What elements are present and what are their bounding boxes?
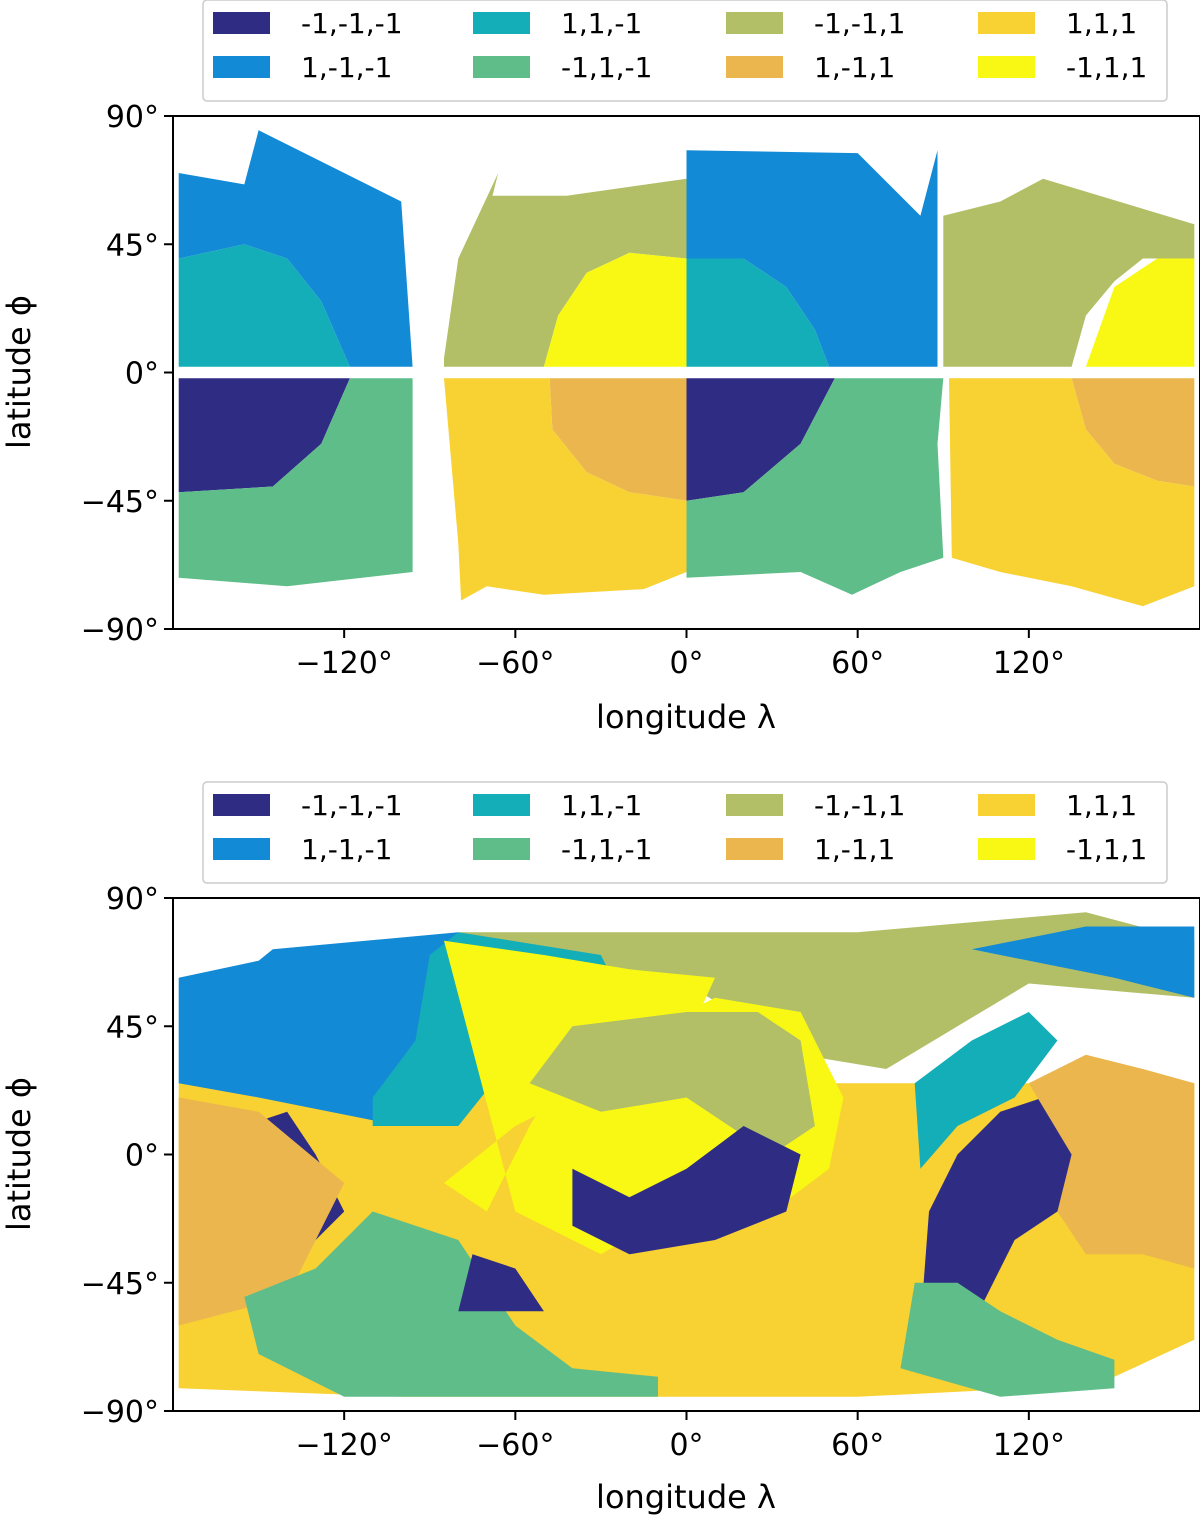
region-1-1-1-centre xyxy=(444,378,687,601)
region-ne-1-m1-m1 xyxy=(971,926,1195,998)
legend-swatch-1-1-m1 xyxy=(473,794,530,816)
x-tick-label: 60° xyxy=(831,1428,884,1463)
legend-swatch-1-m1-1 xyxy=(726,56,783,78)
regions-bottom xyxy=(178,912,1195,1397)
legend-swatch-m1-1-1 xyxy=(978,838,1035,860)
legend-label-1-m1-m1: 1,-1,-1 xyxy=(301,833,392,866)
region-centre-m1-m1-m1 xyxy=(572,1126,801,1255)
legend-label-1-1-1: 1,1,1 xyxy=(1066,789,1137,822)
region-1-m1-1-centre xyxy=(549,378,687,501)
region-1-1-m1-west xyxy=(178,244,350,367)
region-west-1-m1-1 xyxy=(178,1097,345,1326)
region-1-1-1-east xyxy=(949,378,1195,607)
region-south-m1-1-m1 xyxy=(244,1211,659,1397)
y-tick-label: −90° xyxy=(81,613,159,648)
x-tick-label: 120° xyxy=(993,1428,1065,1463)
legend-label-m1-1-1: -1,1,1 xyxy=(1066,833,1147,866)
legend-swatch-1-m1-m1 xyxy=(213,56,270,78)
legend-label-1-m1-1: 1,-1,1 xyxy=(814,51,895,84)
legend-label-m1-m1-m1: -1,-1,-1 xyxy=(301,789,403,822)
y-tick-label: 0° xyxy=(125,1139,159,1174)
legend-top: -1,-1,-1 1,-1,-1 1,1,-1 -1,1,-1 -1,-1,1 1,-1,… xyxy=(202,0,1168,102)
region-1-m1-m1-west xyxy=(178,130,413,367)
legend-label-1-1-m1: 1,1,-1 xyxy=(561,789,642,822)
legend-swatch-m1-1-1 xyxy=(978,56,1035,78)
y-tick-label: 45° xyxy=(106,228,159,263)
legend-label-1-m1-1: 1,-1,1 xyxy=(814,833,895,866)
x-axis-title-bottom: longitude λ xyxy=(596,1478,776,1516)
x-tick-label: 0° xyxy=(669,646,703,681)
chart-bottom-panel: -1,-1,-1 1,-1,-1 1,1,-1 -1,1,-1 -1,-1,1 1,-1,… xyxy=(0,781,1200,1516)
legend-swatch-1-1-1 xyxy=(978,12,1035,34)
region-m1-1-m1-centre xyxy=(686,378,944,595)
x-tick-label: −120° xyxy=(295,1428,392,1463)
legend-swatch-m1-1-m1 xyxy=(473,56,530,78)
legend-label-m1-1-1: -1,1,1 xyxy=(1066,51,1147,84)
y-tick-label: −45° xyxy=(81,485,159,520)
x-tick-label: −60° xyxy=(476,646,554,681)
region-east-m1-m1-m1 xyxy=(920,1097,1086,1326)
region-1-m1-m1-centre xyxy=(686,150,938,367)
y-tick-label: 90° xyxy=(106,882,159,917)
y-ticks-bottom: 90° 45° 0° −45° −90° xyxy=(81,882,173,1430)
regions-top xyxy=(178,130,1195,607)
legend-frame-top xyxy=(202,0,1168,102)
region-m1-1-m1-west xyxy=(178,378,413,587)
legend-label-1-m1-m1: 1,-1,-1 xyxy=(301,51,392,84)
legend-label-m1-m1-1: -1,-1,1 xyxy=(814,789,905,822)
legend-label-m1-m1-m1: -1,-1,-1 xyxy=(301,7,403,40)
region-m1-m1-m1-west xyxy=(178,378,350,493)
x-tick-label: 0° xyxy=(669,1428,703,1463)
region-east-1-m1-1 xyxy=(1028,1054,1195,1269)
legend-label-1-1-m1: 1,1,-1 xyxy=(561,7,642,40)
y-tick-label: 45° xyxy=(106,1010,159,1045)
region-southcentre-m1-m1-m1 xyxy=(458,1254,544,1312)
y-ticks-top: 90° 45° 0° −45° −90° xyxy=(81,100,173,648)
legend-swatch-m1-m1-1 xyxy=(726,794,783,816)
x-ticks-bottom: −120° −60° 0° 60° 120° xyxy=(295,1411,1065,1463)
legend-swatch-1-m1-1 xyxy=(726,838,783,860)
y-axis-title-bottom: latitude ϕ xyxy=(0,1077,38,1231)
x-ticks-top: −120° −60° 0° 60° 120° xyxy=(295,629,1065,681)
legend-label-m1-m1-1: -1,-1,1 xyxy=(814,7,905,40)
chart-top-panel: -1,-1,-1 1,-1,-1 1,1,-1 -1,1,-1 -1,-1,1 1,-1,… xyxy=(0,0,1200,736)
region-m1-m1-1-east xyxy=(943,178,1195,367)
region-east-1-1-m1 xyxy=(914,1012,1058,1169)
legend-label-1-1-1: 1,1,1 xyxy=(1066,7,1137,40)
legend-frame-bottom xyxy=(202,781,1168,884)
legend-swatch-m1-1-m1 xyxy=(473,838,530,860)
region-m1-1-1-east xyxy=(1085,258,1195,367)
y-axis-title-top: latitude ϕ xyxy=(0,295,38,449)
region-m1-m1-1-centre xyxy=(444,173,687,367)
y-tick-label: −45° xyxy=(81,1267,159,1302)
region-m1-1-1-centre xyxy=(543,252,687,367)
legend-swatch-1-1-1 xyxy=(978,794,1035,816)
region-1-m1-1-east xyxy=(1071,378,1195,487)
x-tick-label: −120° xyxy=(295,646,392,681)
x-axis-title-top: longitude λ xyxy=(596,698,776,736)
x-tick-label: 60° xyxy=(831,646,884,681)
region-m1-m1-m1-centre xyxy=(686,378,835,501)
legend-swatch-m1-m1-m1 xyxy=(213,12,270,34)
legend-label-m1-1-m1: -1,1,-1 xyxy=(561,833,652,866)
legend-swatch-m1-m1-1 xyxy=(726,12,783,34)
region-centre-m1-m1-1 xyxy=(529,1012,815,1155)
y-tick-label: 0° xyxy=(125,357,159,392)
x-tick-label: −60° xyxy=(476,1428,554,1463)
region-1-1-m1-centre xyxy=(686,258,830,367)
legend-swatch-m1-m1-m1 xyxy=(213,794,270,816)
y-tick-label: −90° xyxy=(81,1395,159,1430)
x-tick-label: 120° xyxy=(993,646,1065,681)
legend-label-m1-1-m1: -1,1,-1 xyxy=(561,51,652,84)
legend-swatch-1-1-m1 xyxy=(473,12,530,34)
legend-bottom: -1,-1,-1 1,-1,-1 1,1,-1 -1,1,-1 -1,-1,1 1,-1,… xyxy=(202,781,1168,884)
y-tick-label: 90° xyxy=(106,100,159,135)
region-south-m1-1-m1-east xyxy=(900,1282,1115,1397)
legend-swatch-1-m1-m1 xyxy=(213,838,270,860)
